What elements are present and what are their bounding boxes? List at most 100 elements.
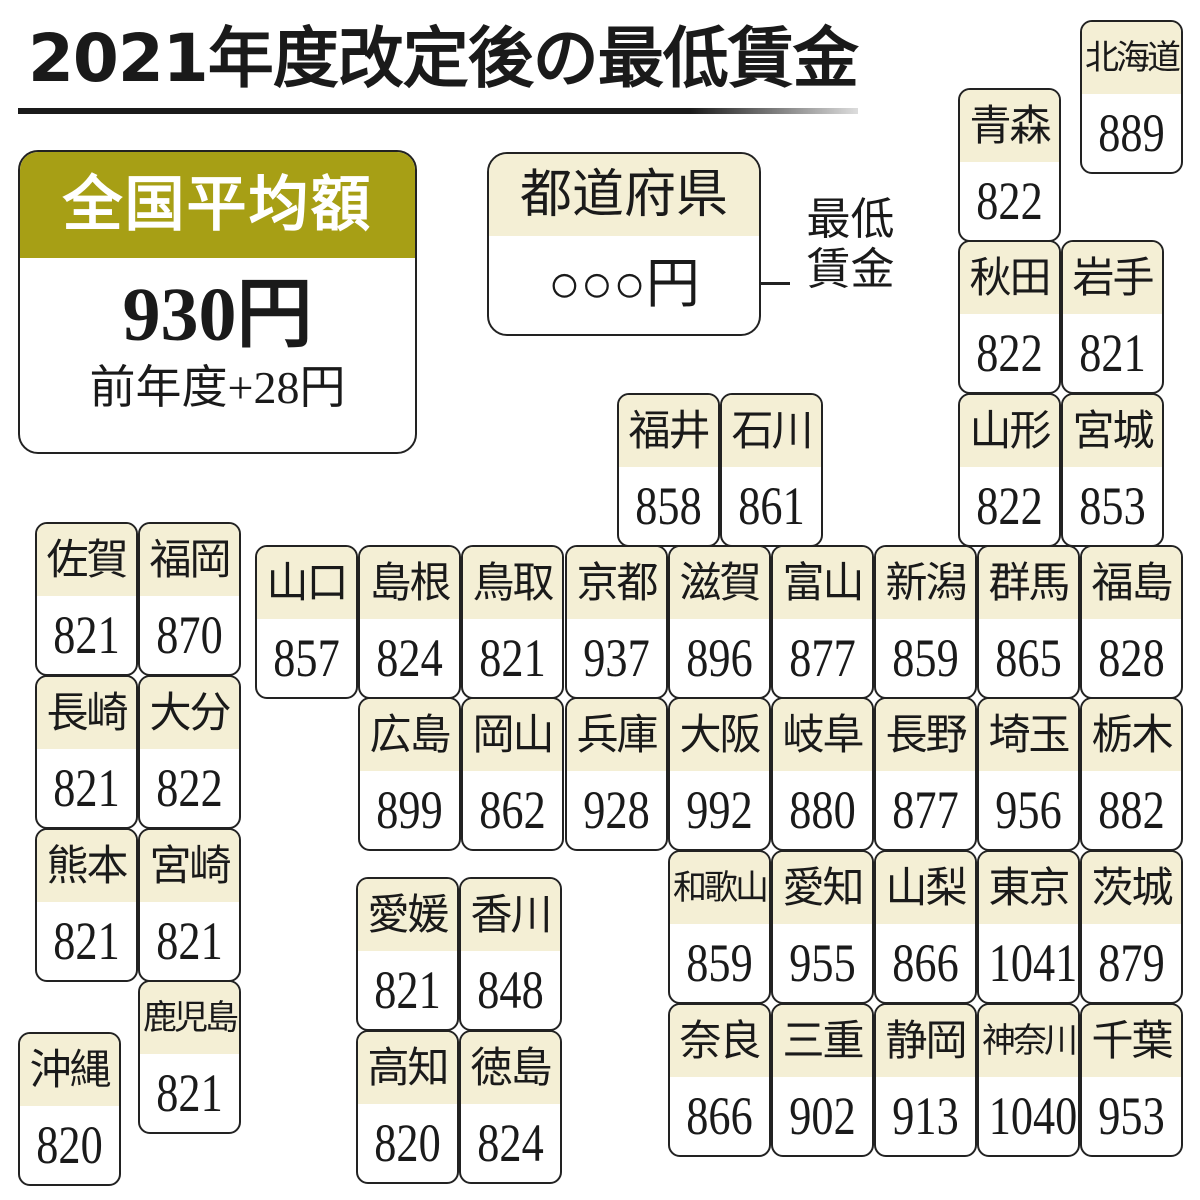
prefecture-wage-text: 821 — [1079, 323, 1146, 383]
prefecture-name: 石川 — [722, 395, 821, 467]
national-average-label: 全国平均額 — [20, 152, 415, 258]
prefecture-name: 福井 — [619, 395, 718, 467]
prefecture-wage: 865 — [979, 619, 1078, 697]
prefecture-wage: 861 — [722, 467, 821, 545]
prefecture-name: 佐賀 — [37, 524, 136, 596]
prefecture-name: 愛媛 — [358, 879, 457, 951]
prefecture-box: 千葉 953 — [1080, 1003, 1183, 1157]
prefecture-box: 香川 848 — [459, 877, 562, 1031]
prefecture-name: 鳥取 — [463, 547, 562, 619]
prefecture-name: 岡山 — [463, 699, 562, 771]
title-underline — [18, 108, 858, 114]
prefecture-wage: 899 — [360, 771, 459, 849]
prefecture-box: 福岡 870 — [138, 522, 241, 676]
prefecture-wage: 896 — [670, 619, 769, 697]
prefecture-wage: 821 — [463, 619, 562, 697]
prefecture-box: 兵庫 928 — [565, 697, 668, 851]
prefecture-wage-text: 821 — [156, 911, 223, 971]
prefecture-name: 北海道 — [1082, 22, 1181, 94]
prefecture-box: 徳島 824 — [459, 1030, 562, 1184]
prefecture-wage-text: 848 — [477, 960, 544, 1020]
prefecture-name: 大阪 — [670, 699, 769, 771]
prefecture-box: 岩手 821 — [1061, 240, 1164, 394]
prefecture-name: 東京 — [979, 852, 1078, 924]
prefecture-wage: 913 — [876, 1077, 975, 1155]
prefecture-name: 福岡 — [140, 524, 239, 596]
prefecture-wage-text: 822 — [976, 323, 1043, 383]
prefecture-wage-text: 866 — [892, 933, 959, 993]
prefecture-box: 埼玉 956 — [977, 697, 1080, 851]
prefecture-box: 長崎 821 — [35, 675, 138, 829]
prefecture-box: 山梨 866 — [874, 850, 977, 1004]
prefecture-name: 山口 — [257, 547, 356, 619]
prefecture-name: 富山 — [773, 547, 872, 619]
prefecture-wage-text: 882 — [1098, 780, 1165, 840]
prefecture-box: 愛知 955 — [771, 850, 874, 1004]
prefecture-box: 群馬 865 — [977, 545, 1080, 699]
prefecture-wage-text: 865 — [995, 628, 1062, 688]
prefecture-wage: 902 — [773, 1077, 872, 1155]
prefecture-wage: 955 — [773, 924, 872, 1002]
prefecture-wage: 882 — [1082, 771, 1181, 849]
prefecture-wage: 862 — [463, 771, 562, 849]
prefecture-wage: 822 — [140, 749, 239, 827]
prefecture-name: 茨城 — [1082, 852, 1181, 924]
prefecture-name: 静岡 — [876, 1005, 975, 1077]
prefecture-box: 京都 937 — [565, 545, 668, 699]
prefecture-wage: 848 — [461, 951, 560, 1029]
prefecture-wage-text: 853 — [1079, 476, 1146, 536]
prefecture-box: 新潟 859 — [874, 545, 977, 699]
prefecture-wage-text: 1041 — [988, 933, 1078, 993]
prefecture-box: 東京 1041 — [977, 850, 1080, 1004]
prefecture-wage: 992 — [670, 771, 769, 849]
prefecture-wage: 859 — [876, 619, 975, 697]
prefecture-wage: 866 — [670, 1077, 769, 1155]
prefecture-wage: 821 — [37, 596, 136, 674]
prefecture-box: 山口 857 — [255, 545, 358, 699]
prefecture-wage: 956 — [979, 771, 1078, 849]
prefecture-wage-text: 857 — [273, 628, 340, 688]
prefecture-wage: 889 — [1082, 94, 1181, 172]
prefecture-name: 岐阜 — [773, 699, 872, 771]
prefecture-box: 大阪 992 — [668, 697, 771, 851]
prefecture-box: 奈良 866 — [668, 1003, 771, 1157]
prefecture-wage: 928 — [567, 771, 666, 849]
prefecture-name: 青森 — [960, 90, 1059, 162]
prefecture-box: 富山 877 — [771, 545, 874, 699]
prefecture-box: 宮城 853 — [1061, 393, 1164, 547]
prefecture-name: 長崎 — [37, 677, 136, 749]
prefecture-wage-text: 859 — [892, 628, 959, 688]
prefecture-wage: 877 — [876, 771, 975, 849]
prefecture-name: 高知 — [358, 1032, 457, 1104]
prefecture-wage: 858 — [619, 467, 718, 545]
prefecture-wage-text: 820 — [36, 1115, 103, 1175]
prefecture-wage: 953 — [1082, 1077, 1181, 1155]
prefecture-wage: 821 — [358, 951, 457, 1029]
prefecture-box: 福井 858 — [617, 393, 720, 547]
prefecture-wage-text: 859 — [686, 933, 753, 993]
prefecture-name: 島根 — [360, 547, 459, 619]
prefecture-box: 愛媛 821 — [356, 877, 459, 1031]
prefecture-wage-text: 992 — [686, 780, 753, 840]
prefecture-wage-text: 821 — [53, 605, 120, 665]
prefecture-name: 三重 — [773, 1005, 872, 1077]
prefecture-wage: 857 — [257, 619, 356, 697]
prefecture-name: 福島 — [1082, 547, 1181, 619]
prefecture-wage-text: 820 — [374, 1113, 441, 1173]
prefecture-box: 神奈川 1040 — [977, 1003, 1080, 1157]
prefecture-wage-text: 1040 — [988, 1086, 1078, 1146]
prefecture-wage-text: 861 — [738, 476, 805, 536]
national-average-change: 前年度+28円 — [89, 362, 346, 413]
prefecture-name: 熊本 — [37, 830, 136, 902]
prefecture-wage-text: 858 — [635, 476, 702, 536]
prefecture-wage-text: 821 — [156, 1063, 223, 1123]
prefecture-wage: 822 — [960, 314, 1059, 392]
prefecture-wage-text: 821 — [479, 628, 546, 688]
prefecture-name: 大分 — [140, 677, 239, 749]
prefecture-name: 神奈川 — [979, 1005, 1078, 1077]
national-average-value: 930円 — [122, 273, 313, 357]
prefecture-box: 沖縄 820 — [18, 1032, 121, 1186]
legend-prefecture: 都道府県 — [489, 154, 759, 236]
prefecture-name: 群馬 — [979, 547, 1078, 619]
prefecture-name: 岩手 — [1063, 242, 1162, 314]
